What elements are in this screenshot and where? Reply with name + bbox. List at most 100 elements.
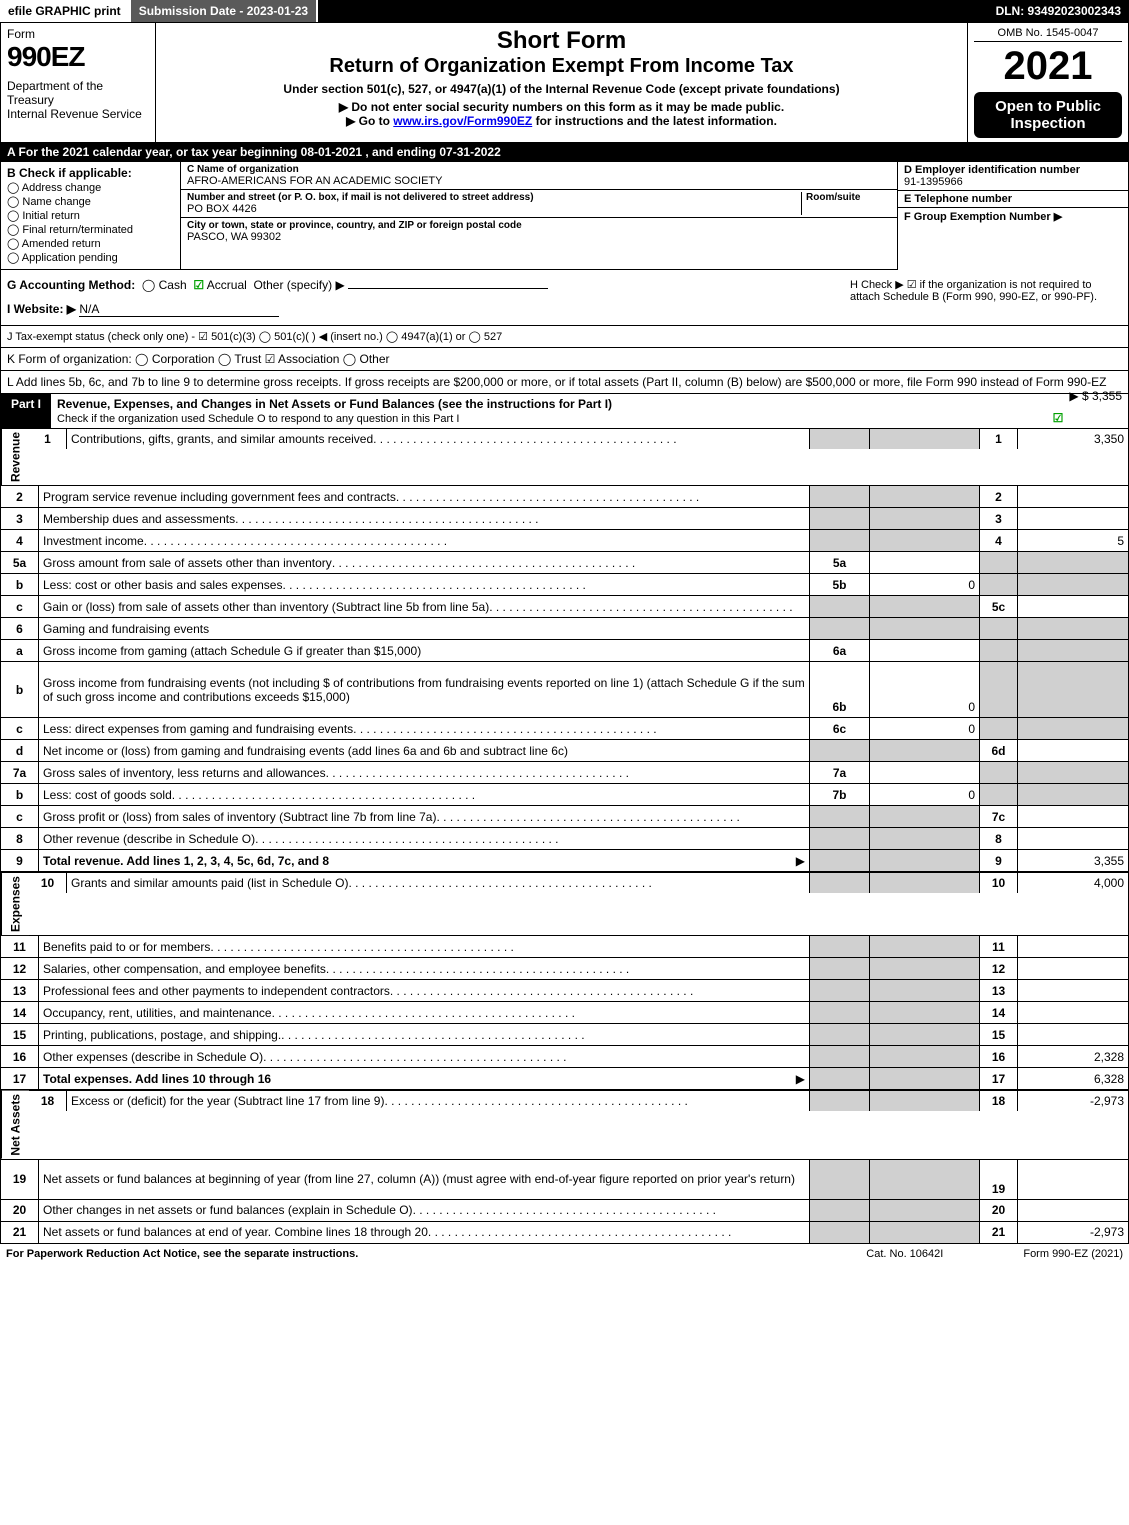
row-h: H Check ▶ ☑ if the organization is not r… — [842, 278, 1122, 317]
line-12: 12 Salaries, other compensation, and emp… — [1, 957, 1128, 979]
room-lbl: Room/suite — [806, 192, 891, 203]
d-lbl: D Employer identification number — [904, 164, 1122, 176]
line-19: 19 Net assets or fund balances at beginn… — [1, 1159, 1128, 1199]
f-lbl: F Group Exemption Number ▶ — [904, 210, 1122, 223]
line-7b: b Less: cost of goods sold 7b 0 — [1, 783, 1128, 805]
right-boxes: D Employer identification number 91-1395… — [898, 162, 1128, 270]
chk-amended[interactable]: ◯ Amended return — [7, 237, 174, 250]
line-5b: b Less: cost or other basis and sales ex… — [1, 573, 1128, 595]
dept-label: Department of the Treasury Internal Reve… — [7, 79, 149, 121]
row-i: I Website: ▶ N/A — [7, 302, 842, 317]
line-15: 15 Printing, publications, postage, and … — [1, 1023, 1128, 1045]
header-center: Short Form Return of Organization Exempt… — [156, 23, 968, 142]
chk-initial[interactable]: ◯ Initial return — [7, 209, 174, 222]
form-label: Form — [7, 27, 149, 41]
val-9: 3,355 — [1018, 850, 1128, 871]
line-2: 2 Program service revenue including gove… — [1, 485, 1128, 507]
org-street: PO BOX 4426 — [187, 203, 801, 215]
box-d: D Employer identification number 91-1395… — [898, 162, 1128, 191]
c-name-lbl: C Name of organization — [187, 164, 891, 175]
note2-post: for instructions and the latest informat… — [532, 114, 777, 128]
ein: 91-1395966 — [904, 176, 1122, 188]
part-i-header: Part I Revenue, Expenses, and Changes in… — [1, 394, 1069, 428]
website: N/A — [79, 302, 279, 317]
line-5a: 5a Gross amount from sale of assets othe… — [1, 551, 1128, 573]
org-name: AFRO-AMERICANS FOR AN ACADEMIC SOCIETY — [187, 175, 891, 187]
footer-left: For Paperwork Reduction Act Notice, see … — [6, 1248, 786, 1260]
line-6d: d Net income or (loss) from gaming and f… — [1, 739, 1128, 761]
part-i-sub: Check if the organization used Schedule … — [57, 413, 459, 425]
line-18: Net Assets 18 Excess or (deficit) for th… — [1, 1089, 1128, 1159]
line-7c: c Gross profit or (loss) from sales of i… — [1, 805, 1128, 827]
box-c: C Name of organization AFRO-AMERICANS FO… — [181, 162, 898, 270]
box-b: B Check if applicable: ◯ Address change … — [1, 162, 181, 270]
line-14: 14 Occupancy, rent, utilities, and maint… — [1, 1001, 1128, 1023]
side-netassets: Net Assets — [1, 1091, 29, 1159]
line-9: 9 Total revenue. Add lines 1, 2, 3, 4, 5… — [1, 849, 1128, 871]
section-a: A For the 2021 calendar year, or tax yea… — [1, 142, 1128, 162]
side-expenses: Expenses — [1, 873, 29, 935]
irs-link[interactable]: www.irs.gov/Form990EZ — [393, 114, 532, 128]
box-f: F Group Exemption Number ▶ — [898, 208, 1128, 225]
note2-pre: ▶ Go to — [346, 114, 393, 128]
val-17: 6,328 — [1018, 1068, 1128, 1089]
line-4: 4 Investment income 4 5 — [1, 529, 1128, 551]
omb-number: OMB No. 1545-0047 — [974, 27, 1122, 42]
line-10: Expenses 10 Grants and similar amounts p… — [1, 871, 1128, 935]
line-8: 8 Other revenue (describe in Schedule O)… — [1, 827, 1128, 849]
efile-label[interactable]: efile GRAPHIC print — [0, 0, 131, 22]
form-wrapper: Form 990EZ Department of the Treasury In… — [0, 22, 1129, 1244]
dln-label: DLN: 93492023002343 — [988, 0, 1129, 22]
g-accounting: G Accounting Method: ◯ Cash ☑ Accrual Ot… — [7, 278, 842, 292]
line-1: Revenue 1 Contributions, gifts, grants, … — [1, 428, 1128, 485]
e-lbl: E Telephone number — [904, 193, 1122, 205]
val-21: -2,973 — [1018, 1222, 1128, 1243]
org-city: PASCO, WA 99302 — [187, 231, 891, 243]
header-right: OMB No. 1545-0047 2021 Open to Public In… — [968, 23, 1128, 142]
chk-name[interactable]: ◯ Name change — [7, 195, 174, 208]
box-e: E Telephone number — [898, 191, 1128, 208]
line-3: 3 Membership dues and assessments 3 — [1, 507, 1128, 529]
val-18: -2,973 — [1018, 1091, 1128, 1111]
chk-address[interactable]: ◯ Address change — [7, 181, 174, 194]
line-6a: a Gross income from gaming (attach Sched… — [1, 639, 1128, 661]
short-form-title: Short Form — [162, 27, 961, 55]
header-left: Form 990EZ Department of the Treasury In… — [1, 23, 156, 142]
note-link: ▶ Go to www.irs.gov/Form990EZ for instru… — [162, 114, 961, 128]
row-k: K Form of organization: ◯ Corporation ◯ … — [1, 348, 1128, 371]
mid-grid: B Check if applicable: ◯ Address change … — [1, 162, 1128, 270]
line-11: 11 Benefits paid to or for members 11 — [1, 935, 1128, 957]
check-icon: ☑ — [193, 278, 204, 292]
line-5c: c Gain or (loss) from sale of assets oth… — [1, 595, 1128, 617]
line-6c: c Less: direct expenses from gaming and … — [1, 717, 1128, 739]
val-1: 3,350 — [1018, 429, 1128, 449]
line-20: 20 Other changes in net assets or fund b… — [1, 1199, 1128, 1221]
c-city-lbl: City or town, state or province, country… — [187, 220, 891, 231]
line-6: 6 Gaming and fundraising events — [1, 617, 1128, 639]
other-input[interactable] — [348, 288, 548, 289]
line-21: 21 Net assets or fund balances at end of… — [1, 1221, 1128, 1243]
val-16: 2,328 — [1018, 1046, 1128, 1067]
check-icon: ☑ — [1053, 411, 1064, 425]
footer: For Paperwork Reduction Act Notice, see … — [0, 1244, 1129, 1264]
form-number: 990EZ — [7, 41, 149, 73]
side-revenue: Revenue — [1, 429, 29, 485]
form-subtitle: Under section 501(c), 527, or 4947(a)(1)… — [162, 82, 961, 96]
chk-pending[interactable]: ◯ Application pending — [7, 251, 174, 264]
line-6b: b Gross income from fundraising events (… — [1, 661, 1128, 717]
line-16: 16 Other expenses (describe in Schedule … — [1, 1045, 1128, 1067]
top-bar: efile GRAPHIC print Submission Date - 20… — [0, 0, 1129, 22]
submission-date: Submission Date - 2023-01-23 — [131, 0, 318, 22]
val-10: 4,000 — [1018, 873, 1128, 893]
row-g: G Accounting Method: ◯ Cash ☑ Accrual Ot… — [1, 270, 1128, 326]
form-header: Form 990EZ Department of the Treasury In… — [1, 23, 1128, 142]
line-7a: 7a Gross sales of inventory, less return… — [1, 761, 1128, 783]
line-17: 17 Total expenses. Add lines 10 through … — [1, 1067, 1128, 1089]
line-13: 13 Professional fees and other payments … — [1, 979, 1128, 1001]
tax-year: 2021 — [974, 46, 1122, 86]
footer-right: Form 990-EZ (2021) — [1023, 1248, 1123, 1260]
chk-final[interactable]: ◯ Final return/terminated — [7, 223, 174, 236]
part-i-label: Part I — [1, 394, 51, 428]
row-j: J Tax-exempt status (check only one) - ☑… — [1, 326, 1128, 348]
box-b-label: B Check if applicable: — [7, 166, 174, 180]
